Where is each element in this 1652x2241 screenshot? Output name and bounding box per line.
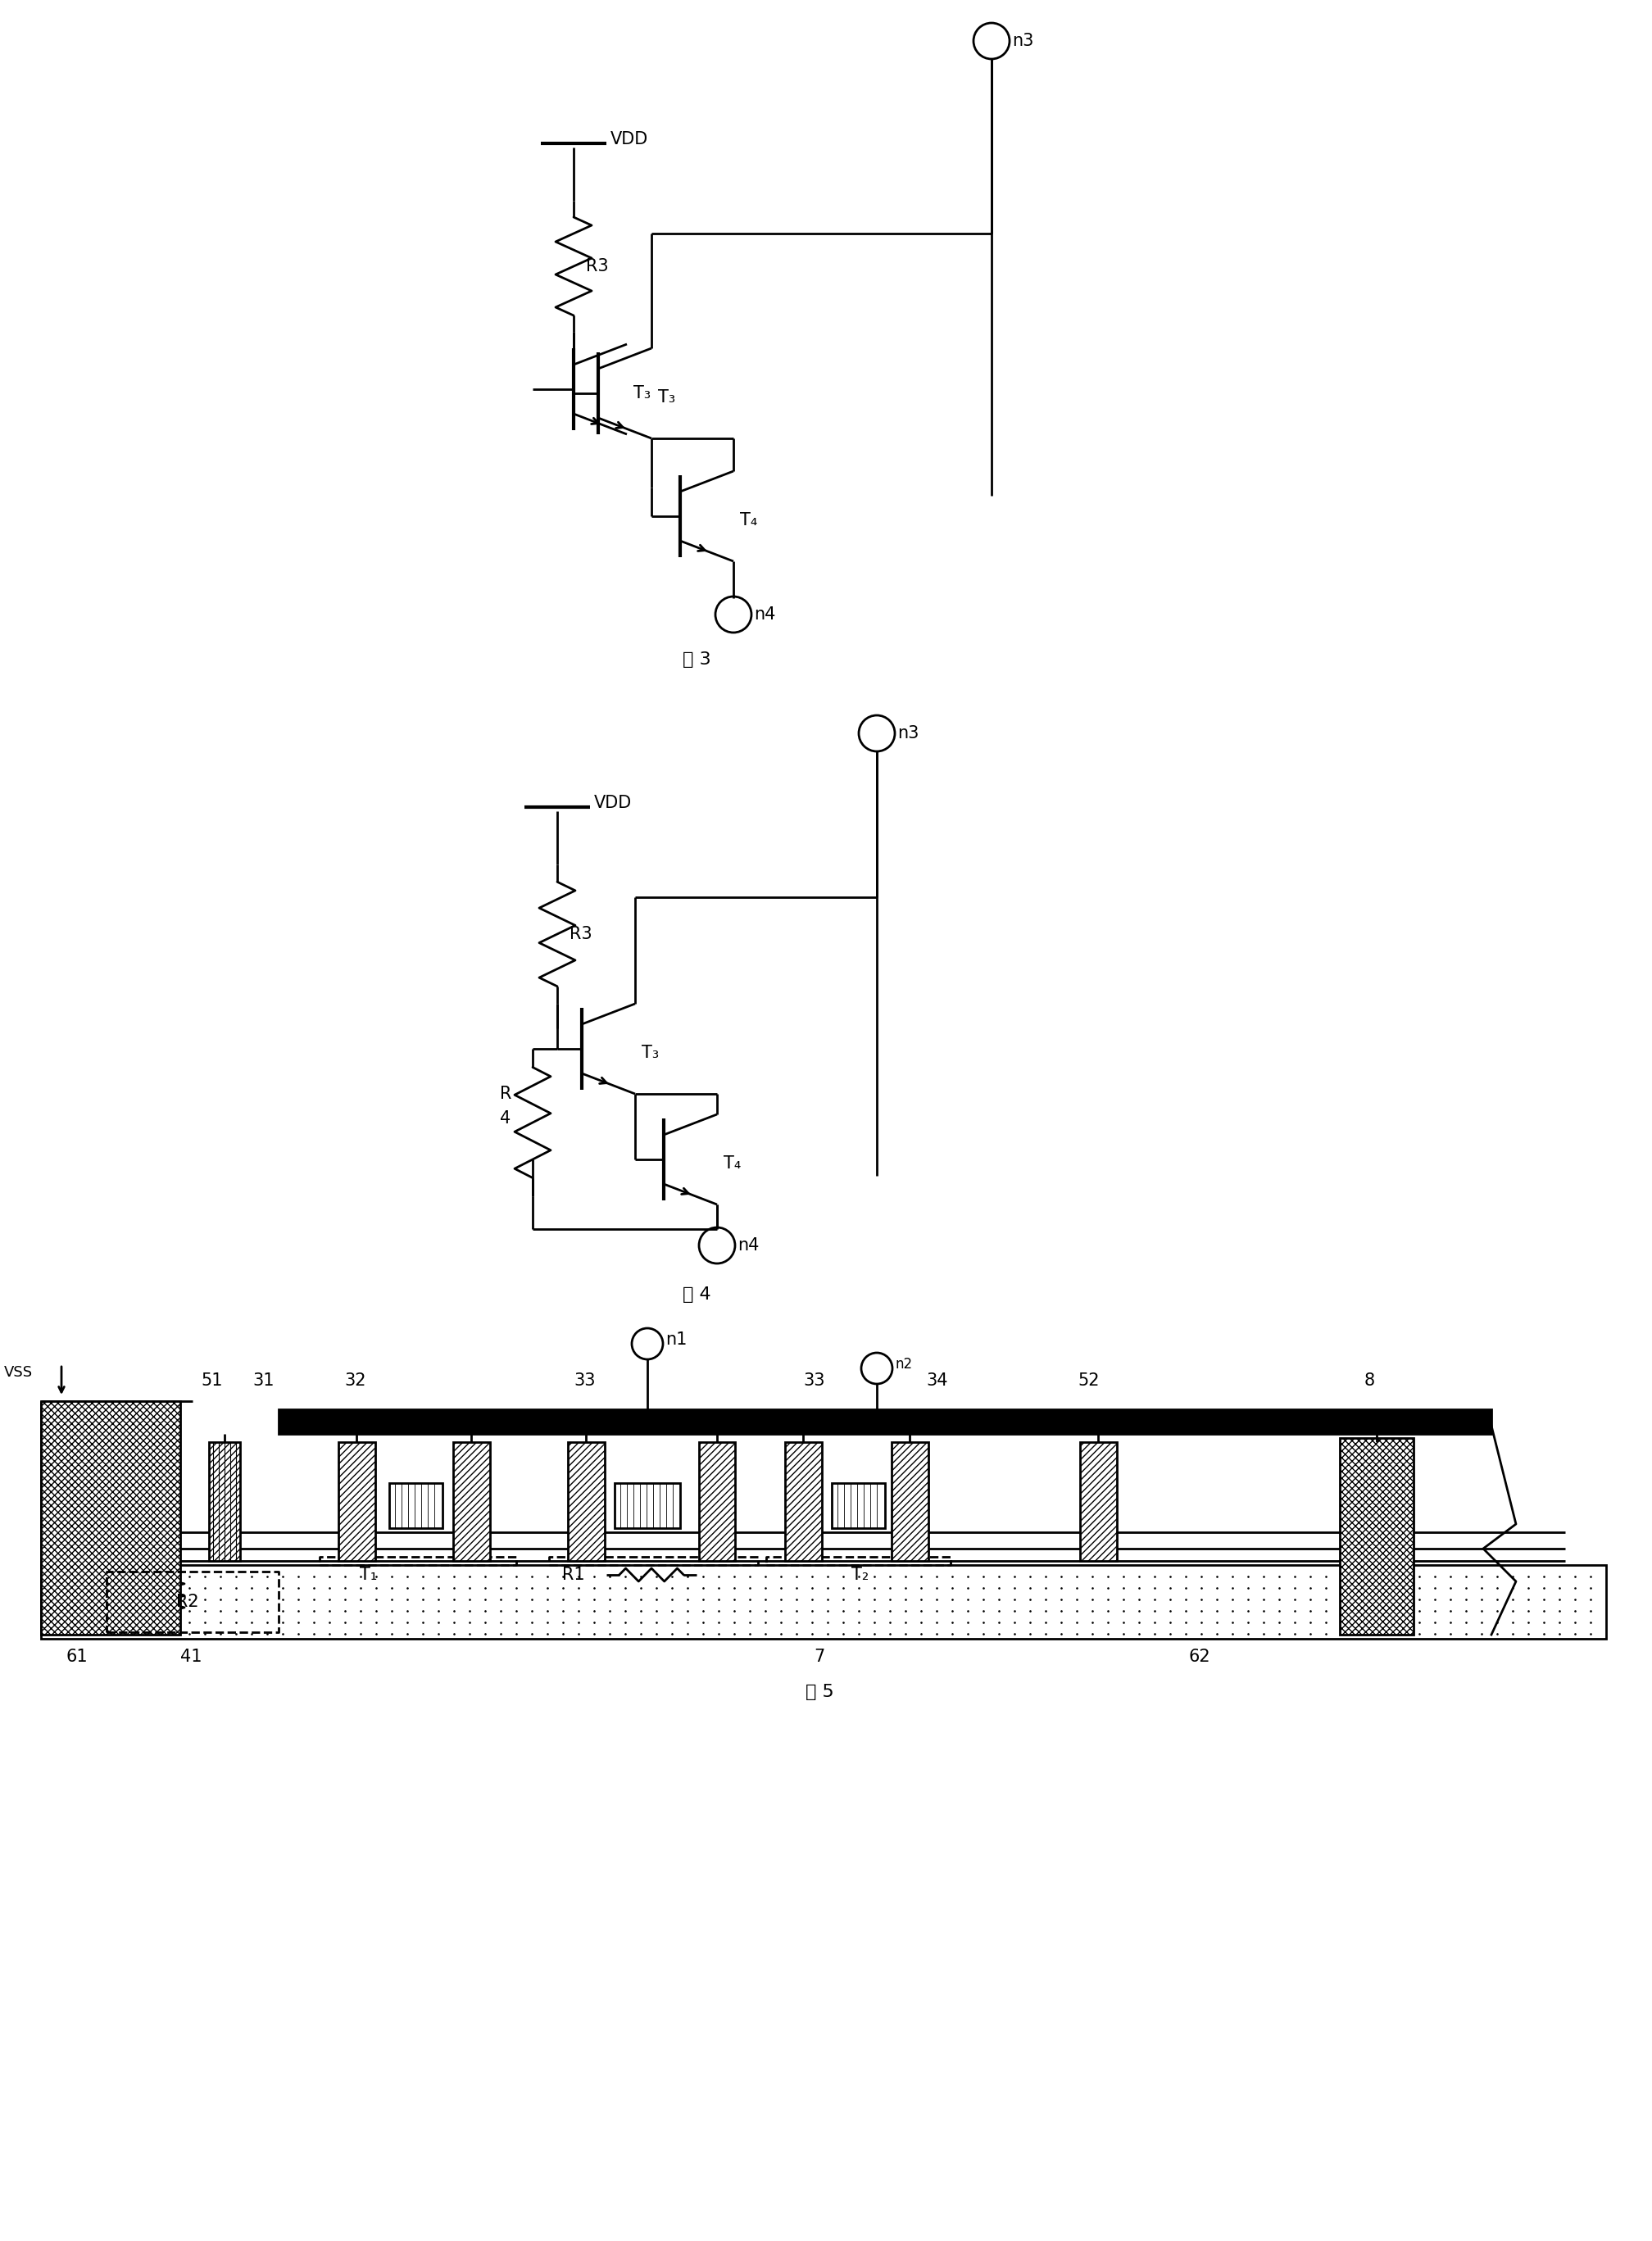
Text: 图 4: 图 4 bbox=[682, 1286, 710, 1302]
Bar bbox=[615, 1484, 681, 1528]
Bar bbox=[208, 1443, 240, 1562]
Bar bbox=[279, 1410, 1492, 1434]
Text: T₃: T₃ bbox=[657, 390, 676, 406]
Bar bbox=[568, 1443, 605, 1562]
Text: T₁: T₁ bbox=[360, 1566, 377, 1582]
Bar bbox=[890, 1443, 928, 1562]
Bar bbox=[1080, 1443, 1117, 1562]
Text: 62: 62 bbox=[1188, 1649, 1209, 1665]
Text: n3: n3 bbox=[897, 726, 919, 742]
Text: n1: n1 bbox=[666, 1331, 687, 1347]
Text: n4: n4 bbox=[753, 607, 775, 623]
Text: T₃: T₃ bbox=[641, 1044, 659, 1060]
Bar bbox=[699, 1443, 735, 1562]
Text: 33: 33 bbox=[803, 1371, 824, 1389]
Bar bbox=[41, 1533, 1564, 1562]
Bar bbox=[1340, 1439, 1414, 1634]
Text: 61: 61 bbox=[66, 1649, 88, 1665]
Text: T₄: T₄ bbox=[724, 1156, 742, 1172]
Text: 33: 33 bbox=[573, 1371, 595, 1389]
Text: VDD: VDD bbox=[611, 132, 648, 148]
Bar bbox=[785, 1443, 821, 1562]
Text: R2: R2 bbox=[177, 1593, 198, 1609]
Text: 52: 52 bbox=[1077, 1371, 1099, 1389]
Text: T₄: T₄ bbox=[740, 513, 757, 529]
Text: 41: 41 bbox=[180, 1649, 202, 1665]
Text: 32: 32 bbox=[344, 1371, 365, 1389]
Bar bbox=[453, 1443, 489, 1562]
Text: n2: n2 bbox=[895, 1356, 912, 1371]
Text: T₂: T₂ bbox=[852, 1566, 869, 1582]
Text: T₃: T₃ bbox=[633, 385, 651, 401]
Text: 图 5: 图 5 bbox=[805, 1683, 834, 1701]
Bar bbox=[831, 1484, 885, 1528]
Text: VSS: VSS bbox=[3, 1365, 33, 1380]
Text: 4: 4 bbox=[501, 1109, 510, 1127]
Text: 7: 7 bbox=[814, 1649, 824, 1665]
Bar bbox=[41, 1401, 180, 1634]
Bar bbox=[390, 1484, 443, 1528]
Text: R1: R1 bbox=[562, 1566, 585, 1582]
Text: R: R bbox=[501, 1085, 512, 1103]
Text: 31: 31 bbox=[253, 1371, 274, 1389]
Text: 8: 8 bbox=[1365, 1371, 1374, 1389]
Text: 图 3: 图 3 bbox=[682, 652, 710, 668]
Text: 34: 34 bbox=[927, 1371, 948, 1389]
Text: R3: R3 bbox=[586, 258, 608, 273]
Text: R3: R3 bbox=[570, 926, 591, 941]
Text: VDD: VDD bbox=[595, 796, 633, 811]
Text: 51: 51 bbox=[202, 1371, 223, 1389]
Bar bbox=[41, 1564, 1606, 1638]
Text: n3: n3 bbox=[1013, 34, 1034, 49]
Text: n4: n4 bbox=[737, 1237, 760, 1253]
Bar bbox=[339, 1443, 375, 1562]
